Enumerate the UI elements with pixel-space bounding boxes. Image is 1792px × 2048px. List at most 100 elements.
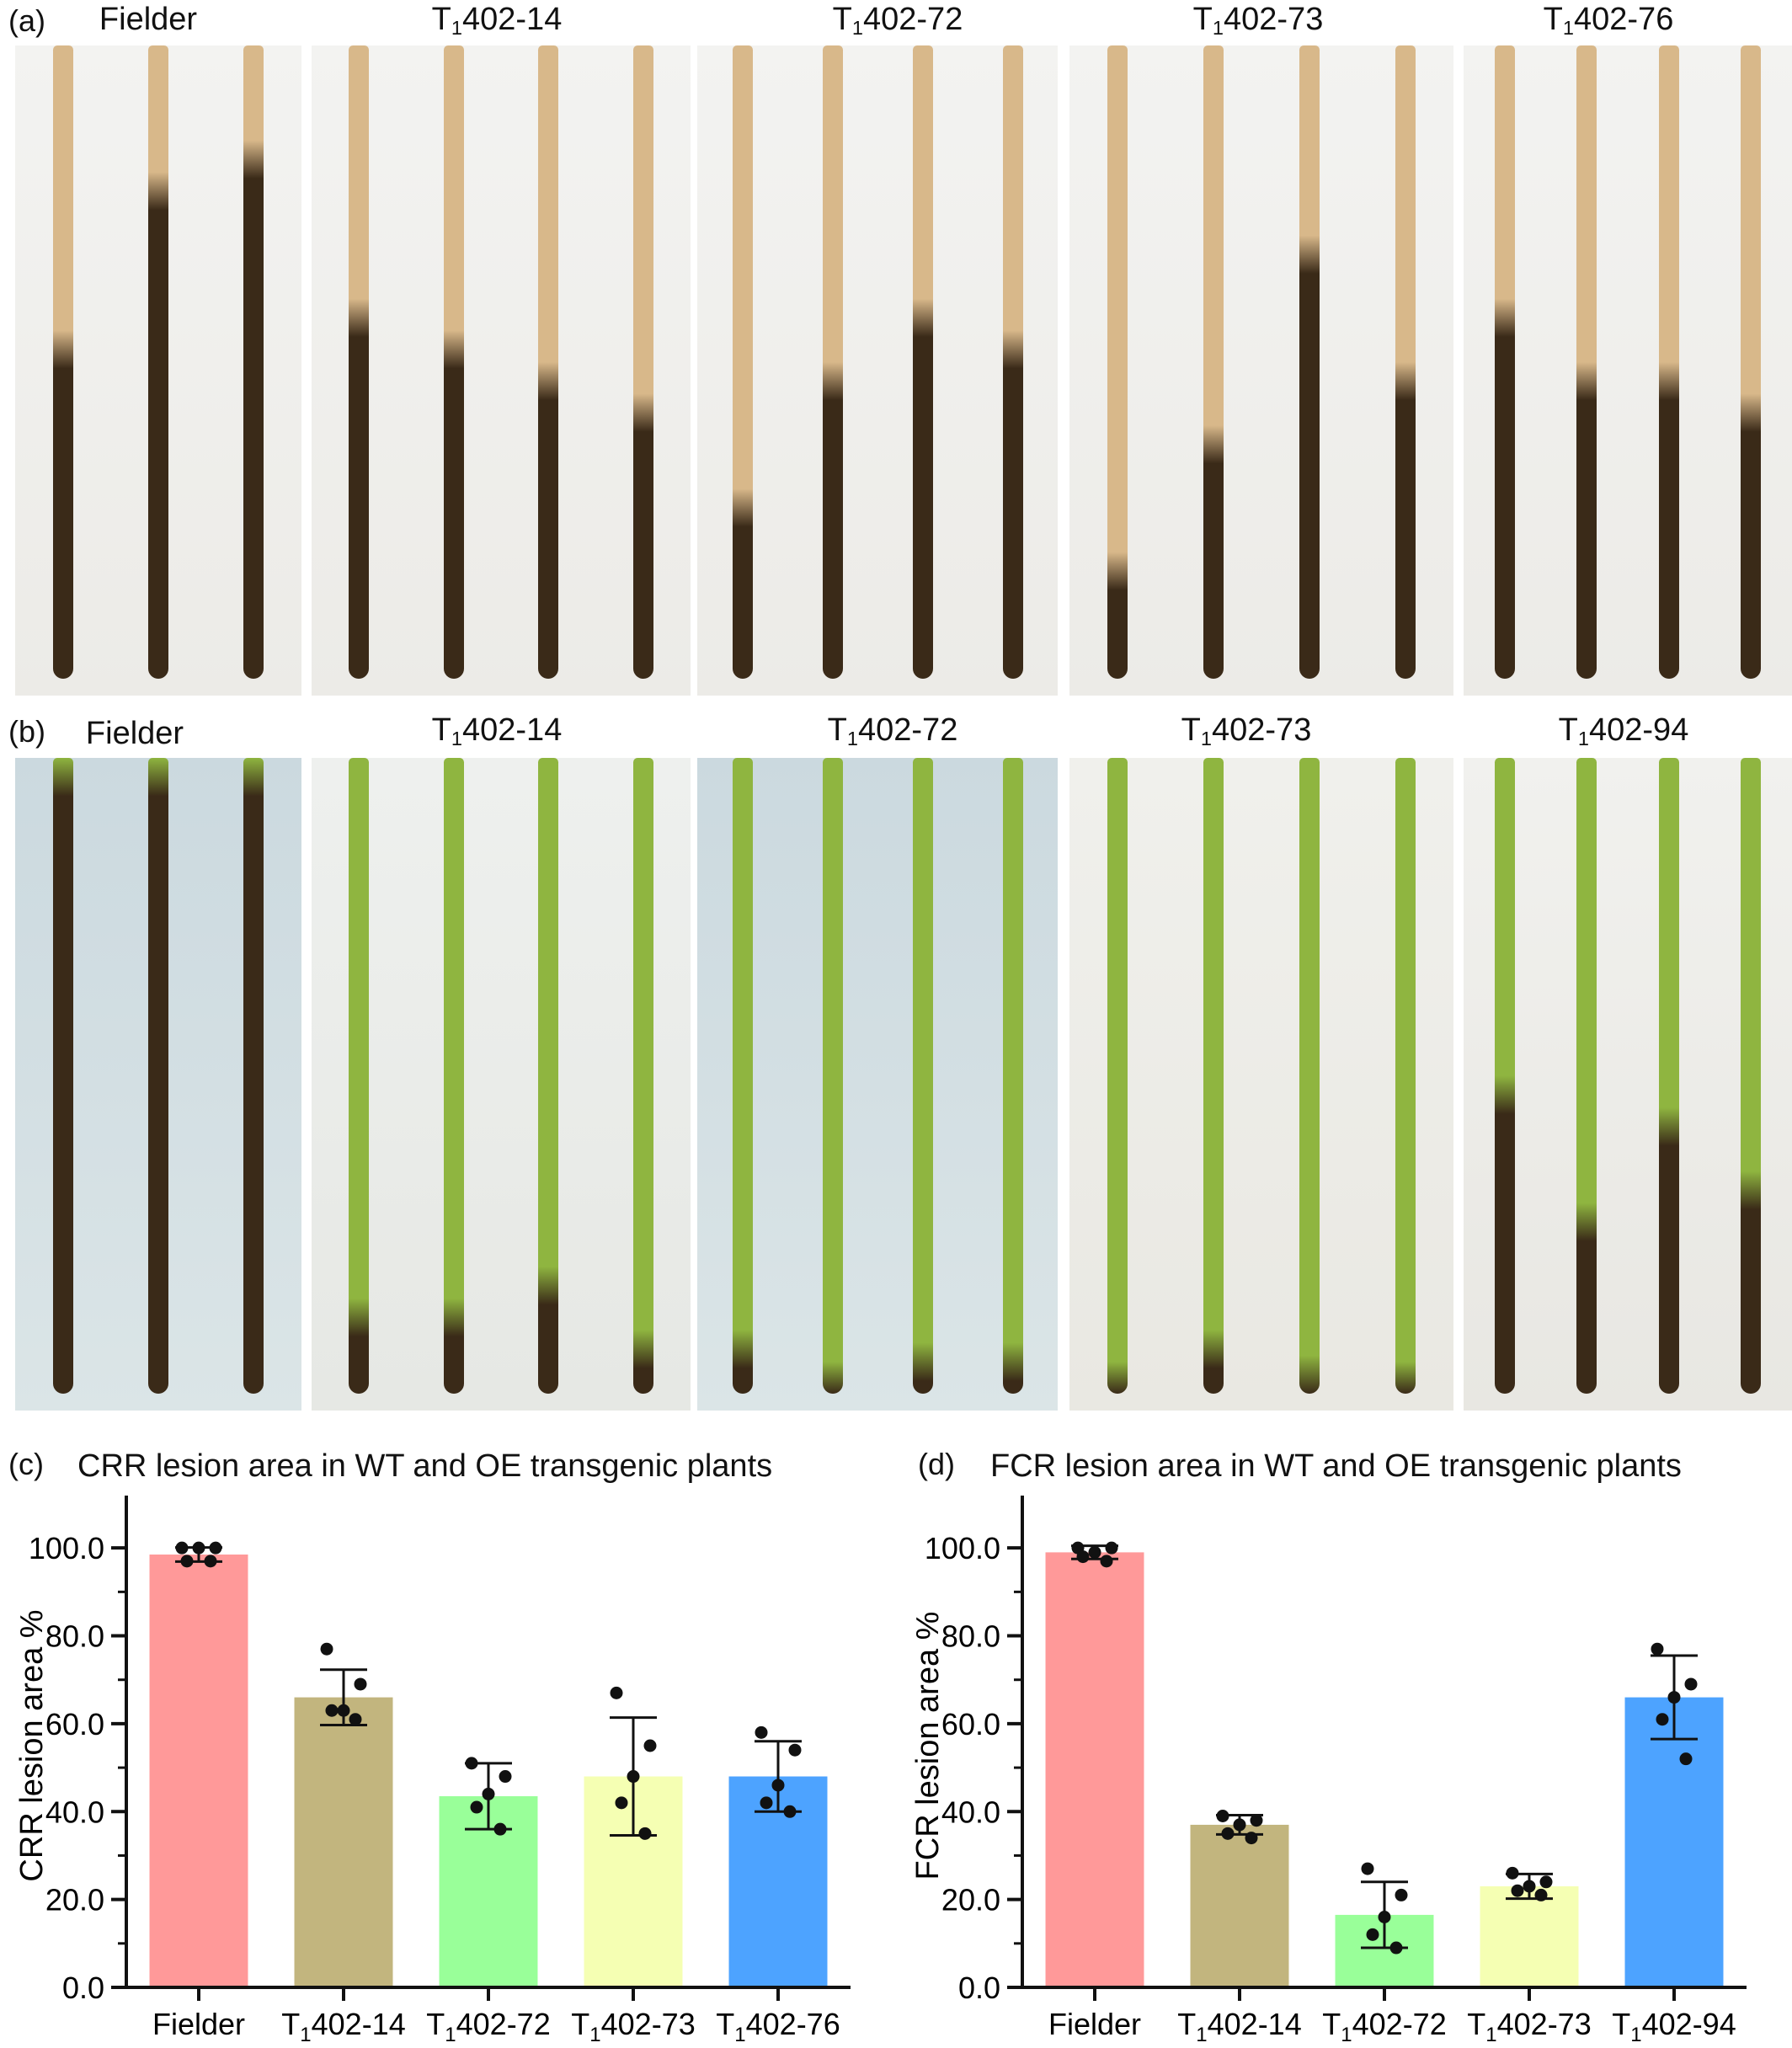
chart-d-title: FCR lesion area in WT and OE transgenic …	[990, 1448, 1682, 1484]
stem-photo	[1576, 758, 1597, 1394]
chart-c-title: CRR lesion area in WT and OE transgenic …	[77, 1448, 773, 1484]
photo-a-402-76	[1464, 45, 1792, 696]
stem-photo	[1299, 45, 1320, 679]
crr-lesion-chart: CRR lesion area % Fielder T1402-14 T1402-72…	[14, 1496, 851, 2046]
fcr-data-point	[1667, 1691, 1681, 1704]
fcr-data-point	[1366, 1928, 1379, 1941]
fcr-data-point	[1389, 1941, 1403, 1955]
stem-photo	[243, 758, 264, 1394]
crr-y-tick-label: 20.0	[45, 1883, 104, 1917]
panel-b-label: (b)	[8, 714, 45, 749]
crr-y-tick-label: 60.0	[45, 1707, 104, 1741]
stem-photo	[1494, 758, 1515, 1394]
crr-data-point	[643, 1739, 657, 1752]
crr-data-point	[482, 1787, 495, 1800]
stem-photo	[1395, 758, 1416, 1394]
stem-photo	[243, 45, 264, 679]
crr-data-point	[320, 1642, 333, 1656]
fcr-y-tick-label: 20.0	[941, 1883, 1000, 1917]
stem-photo	[732, 45, 753, 679]
stem-photo	[1203, 758, 1224, 1394]
crr-data-point	[783, 1805, 797, 1818]
crr-data-point	[755, 1725, 768, 1739]
panel-c-label: (c)	[8, 1447, 44, 1481]
photo-b-label-94: T1402-94	[1558, 712, 1689, 749]
fcr-data-point	[1511, 1884, 1524, 1897]
fcr-data-point	[1378, 1911, 1391, 1924]
fcr-x-tick-label-1: T1402-14	[1177, 2007, 1301, 2046]
photo-b-label-14: T1402-14	[431, 712, 563, 749]
fcr-x-tick-label-3: T1402-73	[1467, 2007, 1591, 2046]
crr-x-tick-label-4: T1402-76	[716, 2007, 840, 2046]
crr-bar-0	[149, 1555, 248, 1987]
stem-photo	[1002, 45, 1023, 679]
fcr-data-point	[1216, 1809, 1229, 1822]
fcr-y-tick-label: 60.0	[941, 1707, 1000, 1741]
fcr-data-point	[1105, 1541, 1118, 1555]
crr-data-point	[465, 1757, 478, 1770]
stem-photo	[443, 45, 464, 679]
photo-b-402-72	[697, 758, 1058, 1411]
crr-data-point	[337, 1704, 350, 1717]
fcr-data-point	[1534, 1888, 1548, 1901]
crr-y-tick-label: 0.0	[62, 1971, 104, 2005]
fcr-data-point	[1076, 1550, 1090, 1564]
stem-photo	[912, 45, 933, 679]
crr-y-tick-label: 40.0	[45, 1795, 104, 1829]
stem-photo	[632, 45, 653, 679]
crr-y-tick-label: 100.0	[29, 1531, 104, 1565]
stem-photo	[632, 758, 653, 1394]
stem-photo	[1658, 758, 1679, 1394]
stem-photo	[148, 45, 168, 679]
fcr-data-point	[1684, 1677, 1698, 1691]
fcr-y-axis-label: FCR lesion area %	[910, 1612, 946, 1880]
fcr-data-point	[1088, 1545, 1101, 1559]
crr-x-tick-label-3: T1402-73	[571, 2007, 695, 2046]
stem-photo	[443, 758, 464, 1394]
fcr-data-point	[1506, 1866, 1519, 1880]
crr-data-point	[209, 1541, 222, 1555]
fcr-data-point	[1679, 1752, 1693, 1766]
photo-a-label-73: T1402-73	[1192, 2, 1324, 39]
stem-photo	[1658, 45, 1679, 679]
crr-data-point	[610, 1686, 623, 1699]
stem-photo	[1741, 758, 1762, 1394]
crr-x-tick-label-2: T1402-72	[426, 2007, 550, 2046]
crr-data-point	[204, 1555, 217, 1568]
fcr-x-tick-label-2: T1402-72	[1322, 2007, 1446, 2046]
fcr-lesion-chart: FCR lesion area % Fielder T1402-14 T1402-72…	[910, 1496, 1747, 2046]
photo-a-label-76: T1402-76	[1543, 2, 1674, 39]
stem-photo	[1494, 45, 1515, 679]
crr-data-point	[192, 1541, 205, 1555]
photo-a-402-73	[1069, 45, 1453, 696]
crr-y-axis-label: CRR lesion area %	[14, 1609, 50, 1881]
crr-data-point	[325, 1704, 339, 1717]
stem-photo	[1107, 758, 1128, 1394]
stem-photo	[1203, 45, 1224, 679]
crr-data-point	[627, 1770, 640, 1784]
stem-photo	[1741, 45, 1762, 679]
crr-data-point	[615, 1796, 628, 1810]
panel-a-label: (a)	[8, 3, 45, 38]
fcr-data-point	[1245, 1832, 1258, 1845]
fcr-data-point	[1651, 1642, 1664, 1656]
fcr-data-point	[1233, 1818, 1246, 1832]
crr-data-point	[493, 1822, 507, 1836]
photo-b-402-73	[1069, 758, 1453, 1411]
stem-photo	[349, 45, 370, 679]
fcr-y-tick-label: 80.0	[941, 1619, 1000, 1654]
photo-b-fielder	[15, 758, 301, 1411]
crr-x-tick-label-1: T1402-14	[281, 2007, 405, 2046]
photo-b-label-fielder: Fielder	[85, 716, 184, 751]
stem-photo	[1299, 758, 1320, 1394]
stem-photo	[1107, 45, 1128, 679]
crr-data-point	[349, 1713, 362, 1726]
fcr-data-point	[1250, 1814, 1263, 1827]
crr-y-tick-label: 80.0	[45, 1619, 104, 1654]
fcr-data-point	[1100, 1555, 1113, 1568]
fcr-data-point	[1539, 1875, 1553, 1889]
crr-data-point	[175, 1541, 189, 1555]
fcr-y-tick-label: 40.0	[941, 1795, 1000, 1829]
fcr-data-point	[1523, 1880, 1536, 1893]
photo-b-label-72: T1402-72	[827, 712, 958, 749]
